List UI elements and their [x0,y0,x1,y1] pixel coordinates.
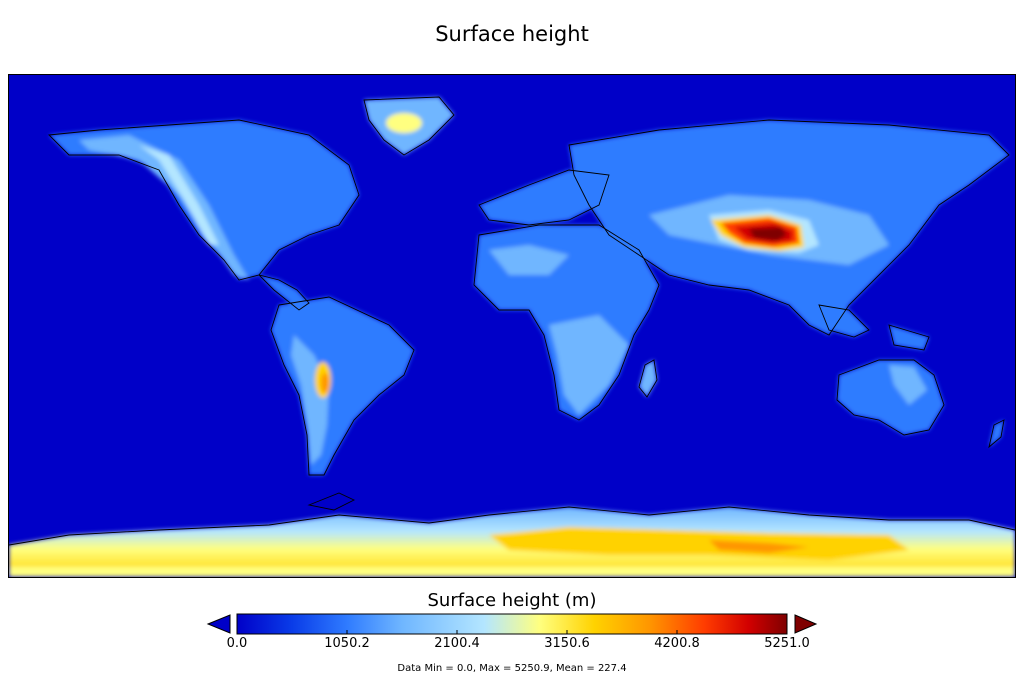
colorbar-label: Surface height (m) [427,590,597,611]
tick-label: 0.0 [226,636,248,651]
tick-label: 1050.2 [324,636,370,651]
tick-label: 2100.4 [434,636,480,651]
colorbar-ticks: 0.0 1050.2 2100.4 3150.6 4200.8 5251.0 [0,636,1024,656]
coastlines [9,96,1015,546]
data-stats: Data Min = 0.0, Max = 5250.9, Mean = 227… [397,663,627,674]
tick-label: 5251.0 [764,636,810,651]
tick-label: 4200.8 [654,636,700,651]
colorbar-under-arrow [206,614,231,634]
land-elevation [9,97,1015,577]
colorbar [206,612,818,636]
colorbar-gradient [236,613,788,635]
plot-title: Surface height [435,22,589,46]
tick-label: 3150.6 [544,636,590,651]
colorbar-over-arrow [794,614,818,634]
world-map [9,96,1015,577]
map-panel [8,74,1016,578]
